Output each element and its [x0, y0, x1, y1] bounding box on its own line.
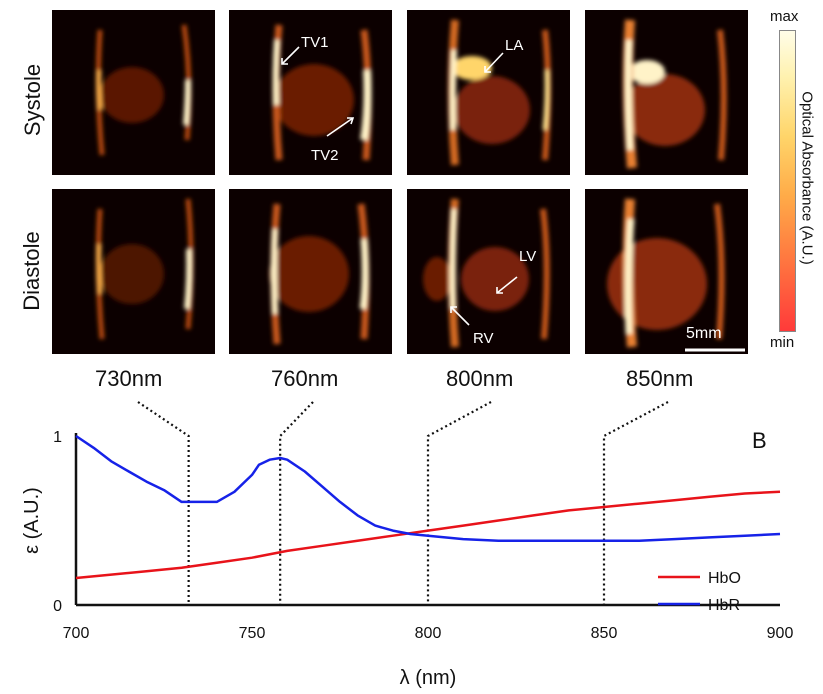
wavelength-label-850: 850nm	[626, 366, 694, 391]
image-systole-850	[585, 10, 748, 175]
image-diastole-730	[52, 189, 215, 354]
image-diastole-760	[229, 189, 392, 354]
scale-bar-label: 5mm	[686, 325, 722, 342]
y-tick-label: 1	[53, 429, 62, 446]
panel-label-a: A	[756, 21, 771, 46]
image-diastole-850: 5mm	[585, 189, 748, 354]
wavelength-label-800: 800nm	[446, 366, 514, 391]
label-lv: LV	[519, 248, 536, 265]
x-axis-label: λ (nm)	[400, 667, 457, 689]
wavelength-label-760: 760nm	[271, 366, 339, 391]
chart-svg: 700 750 800 850 900 0 1 λ (nm) ε (A.U.) HbO HbR B	[21, 401, 794, 689]
x-tick-label: 700	[63, 625, 90, 642]
y-tick-label: 0	[53, 598, 62, 615]
colorbar-title: Optical Absorbance (A.U.)	[798, 91, 816, 265]
label-la: LA	[505, 37, 523, 54]
x-tick-label: 900	[767, 625, 794, 642]
x-tick-label: 800	[415, 625, 442, 642]
colorbar	[779, 30, 796, 332]
colorbar-min-label: min	[770, 334, 795, 351]
x-tick-label: 850	[591, 625, 618, 642]
connector-line-850nm	[602, 401, 669, 605]
colorbar-max-label: max	[770, 8, 799, 25]
image-diastole-800: LV RV	[407, 189, 570, 354]
row-label-systole: Systole	[20, 63, 45, 137]
y-axis-label: ε (A.U.)	[21, 487, 43, 554]
connector-line-760nm	[279, 401, 314, 605]
series-line-HbR	[75, 434, 781, 543]
panel-label-b: B	[752, 428, 767, 453]
connector-line-800nm	[426, 401, 492, 605]
image-systole-800: LA	[407, 10, 570, 175]
series-line-HbO	[75, 490, 781, 580]
label-tv1: TV1	[301, 34, 329, 51]
row-label-diastole: Diastole	[19, 231, 44, 311]
image-systole-760: TV1 TV2	[229, 10, 392, 175]
legend-label-HbR: HbR	[708, 597, 740, 614]
wavelength-label-730: 730nm	[95, 366, 163, 391]
connector-line-730nm	[137, 401, 190, 605]
x-tick-label: 750	[239, 625, 266, 642]
image-systole-730	[52, 10, 215, 175]
label-tv2: TV2	[311, 147, 339, 164]
absorption-spectrum-chart: 700 750 800 850 900 0 1 λ (nm) ε (A.U.) HbO HbR B	[0, 380, 823, 689]
label-rv: RV	[473, 330, 494, 347]
legend-label-HbO: HbO	[708, 570, 741, 587]
